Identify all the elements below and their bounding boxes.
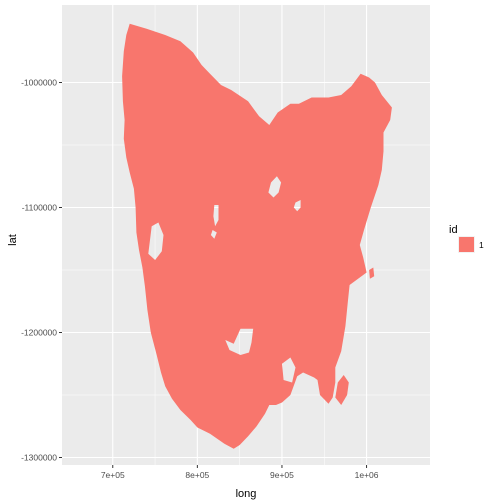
legend: id 1 bbox=[449, 224, 484, 253]
x-tick-label: 1e+06 bbox=[355, 470, 379, 480]
x-tick-label: 8e+05 bbox=[185, 470, 209, 480]
y-tick-label: -1200000 bbox=[21, 328, 57, 338]
legend-key-swatch bbox=[459, 237, 474, 252]
y-axis-title: lat bbox=[7, 234, 19, 246]
y-axis: -1000000 -1100000 -1200000 -1300000 bbox=[21, 78, 62, 463]
island-polygon bbox=[335, 375, 349, 405]
map-layer bbox=[122, 23, 392, 449]
x-axis: 7e+05 8e+05 9e+05 1e+06 bbox=[101, 465, 379, 480]
y-tick-label: -1100000 bbox=[22, 203, 58, 213]
y-tick-label: -1300000 bbox=[21, 453, 57, 463]
x-tick-label: 9e+05 bbox=[270, 470, 294, 480]
tasmania-region-polygon bbox=[122, 23, 392, 449]
island-polygon bbox=[369, 267, 375, 279]
x-tick-label: 7e+05 bbox=[101, 470, 125, 480]
legend-label: 1 bbox=[479, 240, 484, 250]
y-tick-label: -1000000 bbox=[21, 78, 57, 88]
legend-title: id bbox=[449, 224, 458, 236]
x-axis-title: long bbox=[236, 488, 257, 500]
